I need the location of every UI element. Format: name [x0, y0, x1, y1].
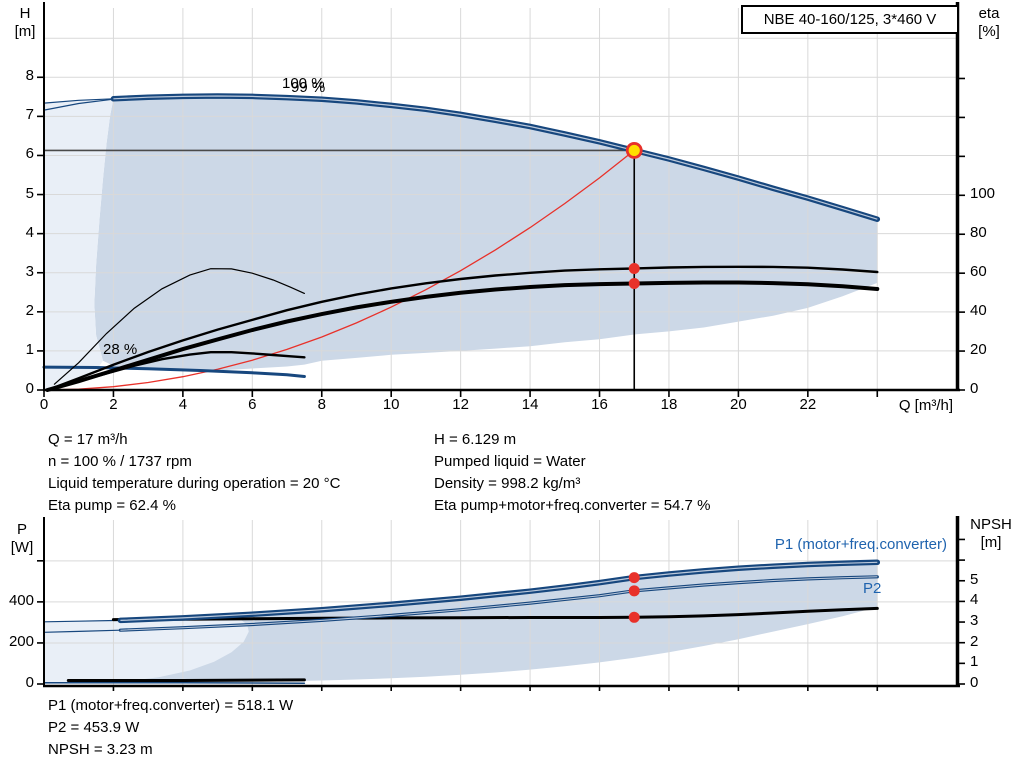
npsh-tick-label: 2: [970, 632, 979, 650]
h-tick-label: 5: [25, 184, 34, 202]
npsh-tick-label: 3: [970, 612, 979, 630]
npsh-axis-symbol: NPSH: [970, 516, 1012, 533]
top-low-flow-region: [44, 98, 114, 391]
duty-info-right: H = 6.129 m Pumped liquid = Water Densit…: [434, 429, 710, 517]
power-p2: P2 = 453.9 W: [48, 719, 140, 736]
npsh-axis-unit: NPSH [m]: [960, 516, 1022, 552]
h-tick-label: 2: [25, 301, 34, 319]
eta-axis-units: [%]: [978, 23, 1000, 40]
bottom-power-band: [118, 562, 878, 683]
p-tick-label: 200: [8, 632, 34, 650]
p2-curve-label: P2: [863, 580, 882, 597]
eta-tick-label: 100: [970, 185, 996, 203]
p1-marker: [628, 572, 640, 584]
bottom-p1-curve-core: [120, 561, 878, 622]
speed-99-label: 99 %: [291, 79, 326, 96]
top-head-pre-b: [43, 98, 114, 111]
top-head-100pct-core: [113, 95, 878, 220]
bottom-npsh-28pct: [66, 678, 306, 682]
bottom-npsh-curve: [111, 606, 879, 622]
eta-tick-label: 80: [970, 224, 987, 242]
q-tick-label: 14: [521, 396, 539, 413]
q-axis-label: Q [m³/h]: [898, 397, 953, 414]
speed-100-label: 100 %: [282, 75, 325, 92]
duty-eta-pump: Eta pump = 62.4 %: [48, 497, 176, 514]
p-tick-label: 0: [25, 674, 34, 691]
q-tick-label: 4: [178, 396, 188, 413]
duty-pumped-liquid: Pumped liquid = Water: [434, 453, 586, 470]
duty-q: Q = 17 m³/h: [48, 431, 128, 448]
q-tick-label: 0: [39, 396, 49, 413]
duty-head: H = 6.129 m: [434, 431, 517, 448]
h-axis-symbol: H: [19, 5, 31, 22]
q-tick-label: 10: [382, 396, 400, 413]
eta-tick-label: 20: [970, 341, 987, 359]
duty-eta-total: Eta pump+motor+freq.converter = 54.7 %: [434, 497, 711, 514]
q-tick-label: 12: [452, 396, 469, 413]
npsh-tick-label: 4: [970, 591, 979, 609]
power-p1: P1 (motor+freq.converter) = 518.1 W: [48, 697, 294, 714]
top-eta28-pump: [53, 268, 305, 385]
duty-speed: n = 100 % / 1737 rpm: [48, 453, 192, 470]
eta-total-marker: [628, 277, 640, 289]
p-tick-label: 400: [8, 591, 34, 609]
duty-density: Density = 998.2 kg/m³: [434, 475, 581, 492]
q-tick-label: 22: [799, 396, 817, 413]
speed-28-label: 28 %: [103, 341, 138, 358]
q-tick-label: 20: [730, 396, 747, 413]
eta-tick-label: 60: [970, 263, 987, 281]
q-tick-label: 6: [248, 396, 257, 413]
q-tick-label: 2: [109, 396, 118, 413]
q-tick-label: 18: [660, 396, 678, 413]
h-axis-units: [m]: [14, 23, 36, 40]
p1-curve-label: P1 (motor+freq.converter): [774, 536, 947, 553]
q-tick-label: 16: [591, 396, 608, 413]
npsh-marker: [628, 611, 640, 623]
h-tick-label: 6: [25, 145, 34, 163]
top-head-pre-a: [43, 98, 114, 104]
eta-tick-label: 40: [970, 302, 987, 320]
eta-axis-symbol: eta: [978, 5, 1000, 22]
top-eta-pump: [46, 265, 879, 392]
npsh-tick-label: 1: [970, 653, 979, 671]
npsh-axis-units: [m]: [980, 534, 1002, 551]
duty-info-left: Q = 17 m³/h n = 100 % / 1737 rpm Liquid …: [48, 429, 340, 517]
h-tick-label: 4: [25, 223, 34, 241]
duty-point-marker: [625, 142, 643, 159]
eta-tick-label: 0: [970, 380, 979, 397]
q-tick-label: 8: [317, 396, 326, 413]
h-tick-label: 8: [25, 67, 34, 85]
h-tick-label: 7: [25, 106, 34, 124]
p-axis-symbol: P: [16, 521, 27, 538]
top-head-28pct: [42, 365, 306, 378]
h-tick-label: 1: [25, 340, 34, 358]
eta-axis-unit: eta [%]: [966, 5, 1012, 41]
top-eta-total: [45, 280, 880, 392]
p2-marker: [628, 585, 640, 597]
h-tick-label: 0: [25, 380, 34, 397]
npsh-tick-label: 0: [970, 674, 979, 691]
bottom-p2-pre: [43, 629, 121, 633]
p-axis-units: [W]: [10, 539, 34, 556]
bottom-power-low-flow-region: [44, 616, 249, 684]
duty-liquid-temp: Liquid temperature during operation = 20…: [48, 475, 341, 492]
pump-title-box: NBE 40-160/125, 3*460 V: [741, 5, 959, 34]
power-npsh: NPSH = 3.23 m: [48, 741, 153, 758]
power-info: P1 (motor+freq.converter) = 518.1 W P2 =…: [48, 695, 293, 761]
bottom-p2-curve-core: [120, 576, 878, 631]
bottom-p1-pre: [43, 619, 121, 623]
p-axis-unit: P [W]: [2, 521, 42, 557]
h-axis-unit: H [m]: [6, 5, 44, 41]
top-system-curve: [43, 149, 635, 391]
npsh-tick-label: 5: [970, 570, 979, 588]
eta-pump-marker: [628, 263, 640, 275]
h-tick-label: 3: [25, 262, 34, 280]
